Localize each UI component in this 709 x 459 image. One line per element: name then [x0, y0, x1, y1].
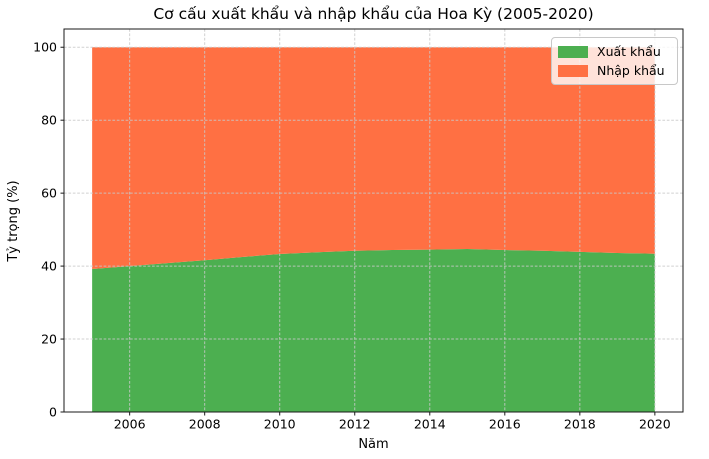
legend-label-nhap-khau: Nhập khẩu [597, 62, 665, 78]
y-tick-label: 80 [41, 112, 57, 127]
legend: Xuất khẩu Nhập khẩu [551, 37, 678, 85]
x-tick-label: 2020 [639, 417, 671, 432]
x-tick-label: 2008 [189, 417, 221, 432]
y-tick-label: 0 [49, 404, 57, 419]
legend-item-xuat-khau: Xuất khẩu [558, 43, 671, 59]
area-xuat-khau [92, 248, 655, 412]
y-tick-label: 40 [41, 258, 57, 273]
legend-swatch-xuat-khau [558, 45, 588, 58]
area-nhap-khau [92, 47, 655, 270]
legend-swatch-nhap-khau [558, 64, 588, 77]
x-tick-label: 2016 [489, 417, 521, 432]
x-axis-label: Năm [358, 437, 389, 452]
legend-label-xuat-khau: Xuất khẩu [597, 43, 661, 59]
y-tick-label: 60 [41, 185, 57, 200]
x-tick-label: 2010 [264, 417, 296, 432]
y-tick-label: 20 [41, 331, 57, 346]
x-tick-label: 2012 [339, 417, 371, 432]
x-tick-label: 2018 [564, 417, 596, 432]
x-tick-label: 2014 [414, 417, 446, 432]
x-tick-label: 2006 [114, 417, 146, 432]
legend-item-nhap-khau: Nhập khẩu [558, 62, 671, 78]
y-tick-label: 100 [33, 40, 57, 55]
plot-border [63, 28, 684, 413]
chart-title: Cơ cấu xuất khẩu và nhập khẩu của Hoa Kỳ… [153, 5, 594, 23]
